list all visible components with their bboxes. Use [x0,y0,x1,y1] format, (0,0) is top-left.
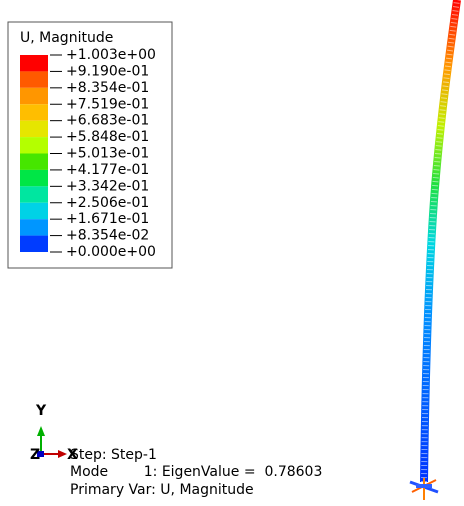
legend-label: +8.354e-01 [66,80,149,96]
legend-label: +8.354e-02 [66,228,149,244]
legend-label: +5.848e-01 [66,129,149,145]
legend-label: +4.177e-01 [66,162,149,178]
deformed-structure [424,0,457,482]
legend-title: U, Magnitude [20,30,113,46]
legend-swatch [20,121,48,137]
legend-swatch [20,71,48,87]
mode-label: Mode 1: EigenValue = 0.78603 [70,464,322,480]
legend-label: +6.683e-01 [66,113,149,129]
axis-triad [37,426,67,458]
legend-swatch [20,137,48,153]
legend-label: +3.342e-01 [66,178,149,194]
legend-scale: +1.003e+00+9.190e-01+8.354e-01+7.519e-01… [20,47,156,260]
legend-label: +2.506e-01 [66,195,149,211]
legend-label: +0.000e+00 [66,244,156,260]
legend-swatch [20,236,48,252]
legend-label: +7.519e-01 [66,96,149,112]
legend-swatch [20,55,48,71]
structure-base [410,478,438,500]
step-label: Step: Step-1 [70,447,157,463]
legend-swatch [20,219,48,235]
primary-var-label: Primary Var: U, Magnitude [70,482,254,498]
legend-swatch [20,88,48,104]
legend-label: +5.013e-01 [66,146,149,162]
legend-label: +9.190e-01 [66,63,149,79]
legend-swatch [20,203,48,219]
legend-swatch [20,186,48,202]
legend-swatch [20,154,48,170]
legend-label: +1.671e-01 [66,211,149,227]
triad-z: Z [30,447,40,463]
legend-label: +1.003e+00 [66,47,156,63]
legend-swatch [20,104,48,120]
legend-swatch [20,170,48,186]
viewport: U, Magnitude +1.003e+00+9.190e-01+8.354e… [0,0,464,502]
triad-y: Y [35,403,47,419]
